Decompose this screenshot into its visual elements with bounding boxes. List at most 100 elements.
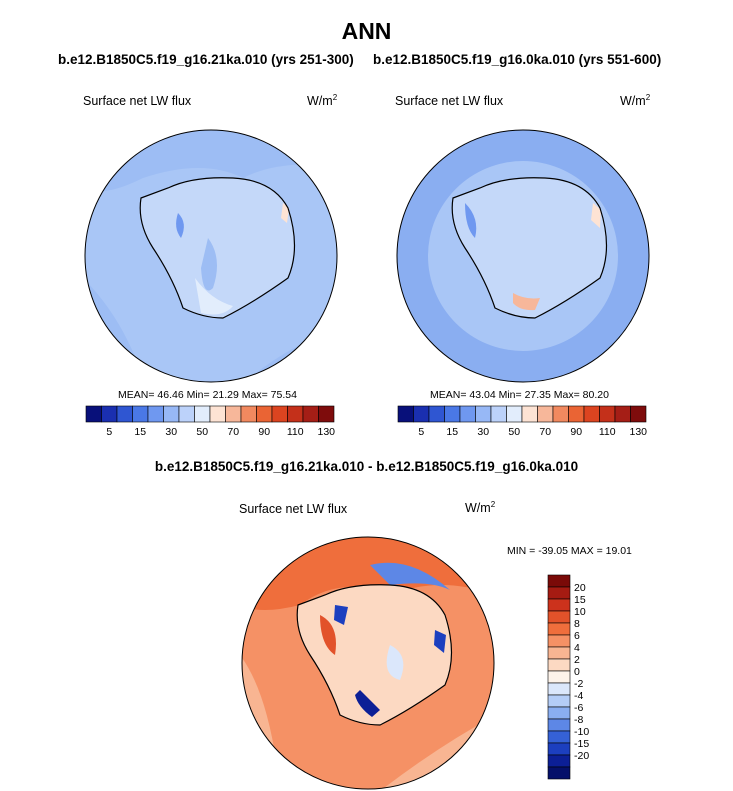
left-colorbar-box-3	[132, 405, 149, 423]
diff-colorbar-tick-7: 0	[574, 666, 580, 678]
right-colorbar-box-0	[397, 405, 414, 423]
diff-colorbar-tick-10: -6	[574, 702, 583, 714]
page-title: ANN	[341, 18, 392, 44]
right-colorbar-tick-1: 15	[446, 426, 458, 438]
left-colorbar-box-12	[271, 405, 288, 423]
right-colorbar-tick-5: 90	[570, 426, 582, 438]
right-colorbar-box-4	[459, 405, 476, 423]
right-map-antarctica-interior	[452, 177, 607, 318]
diff-colorbar-box-11	[547, 706, 571, 720]
diff-colorbar-box-1	[547, 586, 571, 600]
diff-colorbar-box-15	[547, 754, 571, 768]
right-colorbar-tick-6: 110	[599, 426, 616, 438]
right-panel-stats: MEAN= 43.04 Min= 27.35 Max= 80.20	[430, 389, 609, 401]
right-colorbar-box-9	[537, 405, 554, 423]
left-panel-stats: MEAN= 46.46 Min= 21.29 Max= 75.54	[118, 389, 297, 401]
right-colorbar-tick-7: 130	[629, 426, 647, 438]
left-colorbar-tick-3: 50	[196, 426, 208, 438]
diff-map-interior-low	[386, 645, 404, 680]
left-polar-map	[84, 129, 338, 383]
left-colorbar-box-9	[225, 405, 242, 423]
left-map-ross-sector	[195, 278, 233, 315]
diff-colorbar-tick-3: 8	[574, 618, 580, 630]
right-colorbar-tick-2: 30	[477, 426, 489, 438]
diff-panel-unit-label: W/m2	[465, 500, 496, 516]
right-map-coastline	[451, 177, 608, 319]
diff-colorbar-tick-13: -15	[574, 738, 589, 750]
left-colorbar-tick-5: 90	[258, 426, 270, 438]
right-colorbar-box-14	[614, 405, 631, 423]
left-colorbar-tick-6: 110	[287, 426, 304, 438]
left-colorbar-box-2	[116, 405, 133, 423]
left-colorbar: 5 15 30 50 70 90 110 130	[85, 405, 335, 438]
right-map-ross-hotspot	[513, 293, 540, 311]
diff-colorbar-box-10	[547, 694, 571, 708]
right-colorbar-box-11	[568, 405, 585, 423]
left-panel-case-title: b.e12.B1850C5.f19_g16.21ka.010 (yrs 251-…	[58, 52, 354, 67]
diff-colorbar-tick-9: -4	[574, 690, 583, 702]
diff-map-weddell-low	[334, 605, 348, 625]
diff-colorbar-tick-0: 20	[574, 582, 586, 594]
diff-panel-minmax: MIN = -39.05 MAX = 19.01	[507, 545, 632, 557]
right-colorbar-box-13	[599, 405, 616, 423]
right-panel-variable-label: Surface net LW flux	[395, 94, 504, 108]
right-colorbar-box-7	[506, 405, 523, 423]
left-colorbar-tick-2: 30	[165, 426, 177, 438]
left-colorbar-box-1	[101, 405, 118, 423]
diff-colorbar-box-3	[547, 610, 571, 624]
left-colorbar-box-4	[147, 405, 164, 423]
left-colorbar-box-14	[302, 405, 319, 423]
diff-colorbar-box-7	[547, 658, 571, 672]
right-panel-case-title: b.e12.B1850C5.f19_g16.0ka.010 (yrs 551-6…	[373, 52, 662, 67]
left-colorbar-tick-1: 15	[134, 426, 146, 438]
left-colorbar-tick-0: 5	[106, 426, 112, 438]
diff-colorbar-tick-12: -10	[574, 726, 589, 738]
diff-colorbar-box-0	[547, 574, 571, 588]
right-colorbar-box-2	[428, 405, 445, 423]
diff-colorbar-box-13	[547, 730, 571, 744]
left-colorbar-box-7	[194, 405, 211, 423]
diff-colorbar-tick-5: 4	[574, 642, 580, 654]
diff-colorbar-tick-14: -20	[574, 750, 589, 762]
left-colorbar-tick-7: 130	[317, 426, 335, 438]
right-colorbar-box-3	[444, 405, 461, 423]
diff-colorbar-tick-6: 2	[574, 654, 580, 666]
diff-map-coastline	[296, 584, 453, 726]
left-colorbar-box-11	[256, 405, 273, 423]
left-map-peninsula-low	[176, 213, 184, 238]
diff-panel-variable-label: Surface net LW flux	[239, 502, 348, 516]
left-map-east-hotspot	[281, 203, 289, 223]
diff-colorbar-box-2	[547, 598, 571, 612]
diff-colorbar-box-16	[547, 766, 571, 780]
left-panel-variable-label: Surface net LW flux	[83, 94, 192, 108]
diff-colorbar-tick-2: 10	[574, 606, 586, 618]
right-colorbar: 5 15 30 50 70 90 110 130	[397, 405, 647, 438]
left-map-antarctica-interior	[140, 177, 295, 318]
right-panel-unit-label: W/m2	[620, 93, 651, 109]
right-polar-map	[396, 129, 650, 383]
left-colorbar-box-6	[178, 405, 195, 423]
left-colorbar-box-13	[287, 405, 304, 423]
left-colorbar-box-15	[318, 405, 335, 423]
right-colorbar-box-8	[521, 405, 538, 423]
left-colorbar-box-0	[85, 405, 102, 423]
diff-colorbar-box-5	[547, 634, 571, 648]
diff-colorbar-tick-1: 15	[574, 594, 586, 606]
right-colorbar-tick-3: 50	[508, 426, 520, 438]
right-colorbar-box-1	[413, 405, 430, 423]
right-colorbar-tick-0: 5	[418, 426, 424, 438]
left-panel-unit-label: W/m2	[307, 93, 338, 109]
left-map-interior-low	[201, 238, 217, 291]
diff-colorbar-box-9	[547, 682, 571, 696]
left-colorbar-box-5	[163, 405, 180, 423]
right-map-boundary	[396, 129, 650, 383]
diff-colorbar-box-8	[547, 670, 571, 684]
right-colorbar-box-5	[475, 405, 492, 423]
left-colorbar-box-10	[240, 405, 257, 423]
right-colorbar-box-10	[552, 405, 569, 423]
right-colorbar-box-15	[630, 405, 647, 423]
diff-colorbar-tick-8: -2	[574, 678, 583, 690]
diff-map-ross-low	[355, 690, 380, 717]
right-colorbar-box-12	[583, 405, 600, 423]
